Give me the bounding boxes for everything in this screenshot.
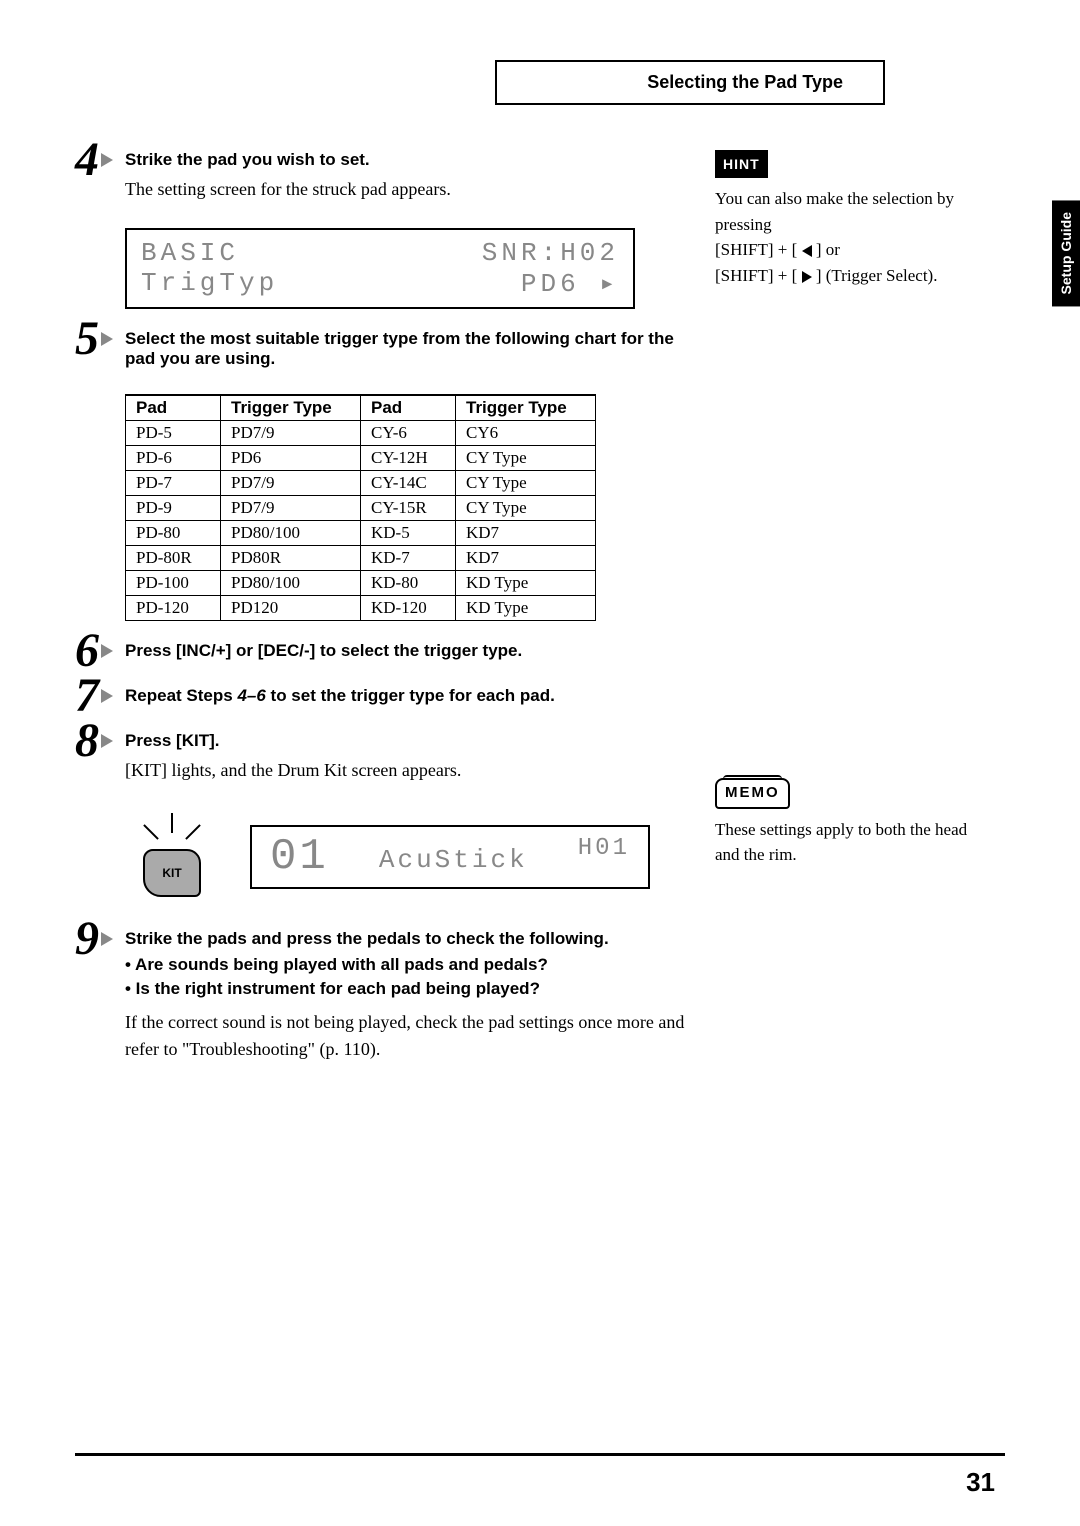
table-cell: KD-5 bbox=[361, 521, 456, 546]
table-cell: CY Type bbox=[456, 471, 596, 496]
page-number: 31 bbox=[966, 1467, 995, 1498]
triangle-left-icon bbox=[802, 245, 812, 257]
table-row: PD-80PD80/100KD-5KD7 bbox=[126, 521, 596, 546]
table-header: Trigger Type bbox=[456, 395, 596, 421]
table-cell: PD6 bbox=[221, 446, 361, 471]
table-cell: PD7/9 bbox=[221, 421, 361, 446]
bullet: • Is the right instrument for each pad b… bbox=[125, 979, 695, 999]
lcd-kit-name: AcuStick bbox=[379, 845, 528, 875]
hint-block: HINT You can also make the selection by … bbox=[715, 150, 975, 288]
step-body: The setting screen for the struck pad ap… bbox=[125, 176, 695, 203]
step-8: 8 Press [KIT]. [KIT] lights, and the Dru… bbox=[75, 731, 695, 784]
table-cell: KD Type bbox=[456, 571, 596, 596]
table-cell: KD7 bbox=[456, 546, 596, 571]
memo-block: MEMO These settings apply to both the he… bbox=[715, 778, 975, 868]
step-body: If the correct sound is not being played… bbox=[125, 1009, 695, 1063]
table-cell: CY-12H bbox=[361, 446, 456, 471]
lcd-kit-code: H01 bbox=[578, 835, 630, 862]
table-cell: KD-7 bbox=[361, 546, 456, 571]
table-cell: KD-120 bbox=[361, 596, 456, 621]
table-cell: CY Type bbox=[456, 446, 596, 471]
table-cell: PD7/9 bbox=[221, 496, 361, 521]
step-title: Press [KIT]. bbox=[125, 731, 695, 751]
table-row: PD-100PD80/100KD-80KD Type bbox=[126, 571, 596, 596]
kit-button-label: KIT bbox=[143, 849, 201, 897]
lcd-display-kit: 01 AcuStick H01 bbox=[250, 825, 650, 889]
step-4: 4 Strike the pad you wish to set. The se… bbox=[75, 150, 695, 203]
step-title: Select the most suitable trigger type fr… bbox=[125, 329, 695, 369]
table-cell: PD80/100 bbox=[221, 571, 361, 596]
table-cell: CY-15R bbox=[361, 496, 456, 521]
table-cell: KD7 bbox=[456, 521, 596, 546]
table-header: Pad bbox=[361, 395, 456, 421]
side-tab: Setup Guide bbox=[1052, 200, 1080, 306]
trigger-type-table: PadTrigger TypePadTrigger Type PD-5PD7/9… bbox=[125, 394, 596, 621]
lcd-text: PD6 ▸ bbox=[521, 268, 619, 299]
table-header: Pad bbox=[126, 395, 221, 421]
memo-text: These settings apply to both the head an… bbox=[715, 817, 975, 868]
lcd-kit-number: 01 bbox=[270, 835, 329, 879]
hint-text: [SHIFT] + [ ] or bbox=[715, 237, 975, 263]
table-row: PD-7PD7/9CY-14CCY Type bbox=[126, 471, 596, 496]
table-cell: PD80/100 bbox=[221, 521, 361, 546]
table-cell: PD-5 bbox=[126, 421, 221, 446]
lcd-text: SNR:H02 bbox=[482, 238, 619, 268]
hint-text: You can also make the selection by press… bbox=[715, 186, 975, 237]
table-header: Trigger Type bbox=[221, 395, 361, 421]
memo-badge: MEMO bbox=[715, 778, 790, 809]
table-cell: KD Type bbox=[456, 596, 596, 621]
step-title: Press [INC/+] or [DEC/-] to select the t… bbox=[125, 641, 695, 661]
step-number: 4 bbox=[75, 132, 113, 187]
hint-badge: HINT bbox=[715, 150, 768, 178]
table-cell: PD120 bbox=[221, 596, 361, 621]
table-cell: PD7/9 bbox=[221, 471, 361, 496]
section-header: Selecting the Pad Type bbox=[495, 60, 885, 105]
step-number: 9 bbox=[75, 911, 113, 966]
step-9: 9 Strike the pads and press the pedals t… bbox=[75, 929, 695, 1063]
table-cell: CY-14C bbox=[361, 471, 456, 496]
step-6: 6 Press [INC/+] or [DEC/-] to select the… bbox=[75, 641, 695, 661]
table-cell: PD-80 bbox=[126, 521, 221, 546]
step-number: 8 bbox=[75, 713, 113, 768]
lcd-text: BASIC bbox=[141, 238, 239, 268]
kit-button-icon: KIT bbox=[125, 809, 220, 904]
triangle-right-icon bbox=[802, 271, 812, 283]
table-cell: PD80R bbox=[221, 546, 361, 571]
table-cell: PD-100 bbox=[126, 571, 221, 596]
step-5: 5 Select the most suitable trigger type … bbox=[75, 329, 695, 369]
table-row: PD-5PD7/9CY-6CY6 bbox=[126, 421, 596, 446]
table-row: PD-6PD6CY-12HCY Type bbox=[126, 446, 596, 471]
table-cell: KD-80 bbox=[361, 571, 456, 596]
lcd-text: TrigTyp bbox=[141, 268, 278, 299]
table-cell: PD-9 bbox=[126, 496, 221, 521]
lcd-display-basic: BASIC SNR:H02 TrigTyp PD6 ▸ bbox=[125, 228, 635, 309]
step-body: [KIT] lights, and the Drum Kit screen ap… bbox=[125, 757, 695, 784]
table-cell: PD-120 bbox=[126, 596, 221, 621]
hint-text: [SHIFT] + [ ] (Trigger Select). bbox=[715, 263, 975, 289]
footer-rule bbox=[75, 1453, 1005, 1456]
step-title: Strike the pad you wish to set. bbox=[125, 150, 695, 170]
step-title: Repeat Steps 4–6 to set the trigger type… bbox=[125, 686, 695, 706]
step-title: Strike the pads and press the pedals to … bbox=[125, 929, 695, 949]
table-row: PD-80RPD80RKD-7KD7 bbox=[126, 546, 596, 571]
step-7: 7 Repeat Steps 4–6 to set the trigger ty… bbox=[75, 686, 695, 706]
table-cell: CY6 bbox=[456, 421, 596, 446]
table-row: PD-120PD120KD-120KD Type bbox=[126, 596, 596, 621]
table-row: PD-9PD7/9CY-15RCY Type bbox=[126, 496, 596, 521]
table-cell: CY Type bbox=[456, 496, 596, 521]
table-cell: PD-6 bbox=[126, 446, 221, 471]
bullet: • Are sounds being played with all pads … bbox=[125, 955, 695, 975]
table-cell: CY-6 bbox=[361, 421, 456, 446]
table-cell: PD-80R bbox=[126, 546, 221, 571]
table-cell: PD-7 bbox=[126, 471, 221, 496]
step-number: 5 bbox=[75, 311, 113, 366]
